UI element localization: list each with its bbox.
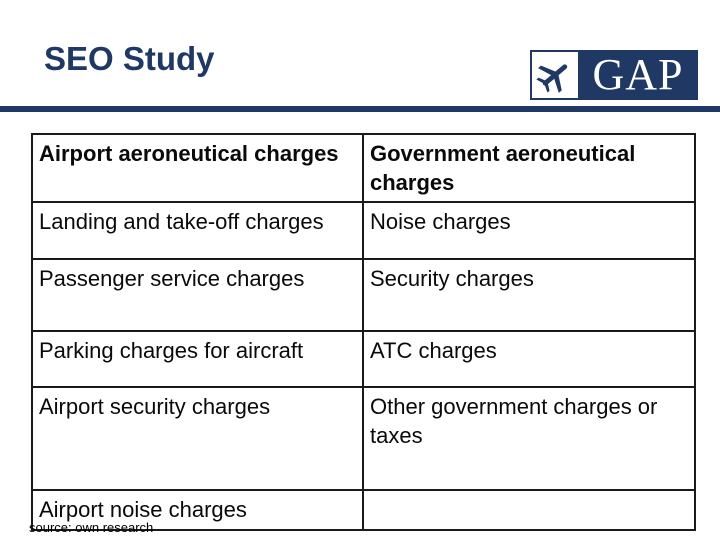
table-row: Passenger service charges Security charg… <box>31 258 696 332</box>
table-cell: Landing and take-off charges <box>31 201 364 260</box>
table-header-row: Airport aeroneutical charges Government … <box>31 133 696 203</box>
title-divider <box>0 106 720 112</box>
header-airport-charges: Airport aeroneutical charges <box>31 133 364 203</box>
header-government-charges: Government aeroneutical charges <box>362 133 696 203</box>
table-cell <box>362 489 696 531</box>
airplane-icon <box>532 52 580 98</box>
source-note: source: own research <box>29 520 154 535</box>
gap-logo: GAP <box>530 50 698 100</box>
table-cell: ATC charges <box>362 330 696 388</box>
table-cell: Passenger service charges <box>31 258 364 332</box>
slide-title: SEO Study <box>44 40 215 77</box>
table-row: Parking charges for aircraft ATC charges <box>31 330 696 388</box>
table-cell: Airport security charges <box>31 386 364 491</box>
table-cell: Security charges <box>362 258 696 332</box>
table-cell: Noise charges <box>362 201 696 260</box>
table-row: Landing and take-off charges Noise charg… <box>31 201 696 260</box>
table-row: Airport noise charges <box>31 489 696 531</box>
table-row: Airport security charges Other governmen… <box>31 386 696 491</box>
table-cell: Other government charges or taxes <box>362 386 696 491</box>
table-cell: Airport noise charges <box>31 489 364 531</box>
table-cell: Parking charges for aircraft <box>31 330 364 388</box>
charges-table: Airport aeroneutical charges Government … <box>31 133 696 531</box>
logo-wordmark: GAP <box>580 52 696 98</box>
